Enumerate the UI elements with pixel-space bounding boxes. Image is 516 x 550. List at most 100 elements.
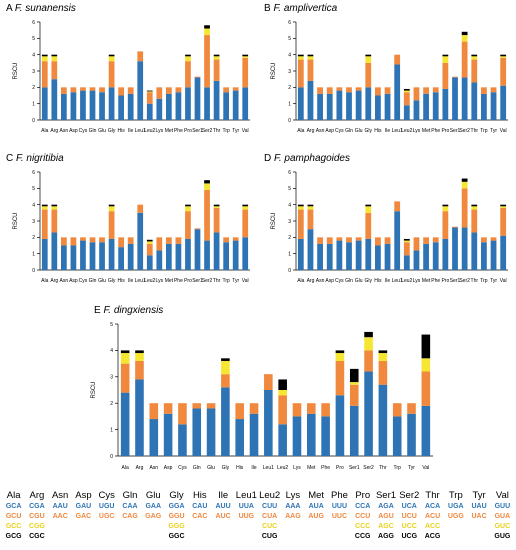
amino-acid-label: Cys (98, 490, 115, 501)
bar-segment (307, 204, 314, 207)
bar-segment (185, 238, 191, 270)
x-category-label: Asp (325, 278, 334, 284)
bar-segment (432, 87, 439, 93)
bar-segment (51, 61, 58, 80)
bar-segment (500, 54, 507, 57)
bar-segment (41, 204, 48, 207)
bar-segment (242, 56, 249, 58)
y-tick-label: 4 (110, 348, 113, 354)
x-category-label: Tyr (490, 128, 497, 134)
bar-segment (223, 92, 229, 120)
codon-column: Glu GAA GAG (142, 490, 165, 542)
codon-column: Val GUU GUA GUC GUG (491, 490, 514, 542)
bar-segment (89, 237, 96, 243)
bar-segment (232, 87, 239, 91)
y-tick-label: 5 (32, 36, 35, 42)
bar-segment (346, 242, 352, 270)
x-category-label: Pro (441, 278, 449, 284)
bar-segment (264, 374, 273, 390)
bar-segment (206, 408, 216, 456)
amino-acid-label: Asp (75, 490, 92, 501)
bar-segment (490, 92, 497, 120)
bar-segment (384, 87, 391, 94)
bar-segment (392, 416, 402, 456)
bar-segment (278, 379, 287, 390)
x-category-label: Ser2 (459, 128, 470, 134)
codon-label: UCU (401, 513, 417, 520)
x-category-label: Asn (149, 465, 158, 471)
codon-label (328, 532, 351, 542)
x-category-label: Leu2 (144, 278, 155, 284)
bar-segment (51, 79, 58, 120)
y-tick-label: 5 (288, 186, 291, 192)
x-category-label: Leu2 (401, 128, 412, 134)
x-category-label: Pro (184, 278, 192, 284)
bar-segment (242, 206, 249, 210)
x-category-label: Thr (213, 128, 221, 134)
y-tick-label: 1 (32, 101, 35, 107)
bar-segment (500, 57, 507, 86)
bar-segment (249, 403, 259, 414)
bar-segment (317, 243, 323, 270)
bar-segment (108, 54, 115, 57)
bar-segment (392, 403, 402, 417)
panel-d-chart: 0 1 2 3 4 5 6 RSCU Ala Arg Asn Asp Cys Gln Glu Gly His Il… (271, 170, 508, 284)
codon-legend-table: Ala GCA GCU GCC GCG Arg CGA CGU CGG CGC Asn AAU AAC A… (2, 490, 514, 548)
x-category-label: Trp (480, 128, 488, 134)
bar-segment (108, 204, 115, 207)
bar-segment (156, 250, 163, 270)
panel-a-label: A F. sunanensis (6, 3, 76, 14)
bar-segment (175, 87, 182, 93)
bar-segment (461, 77, 468, 120)
bar-segment (365, 204, 372, 207)
x-category-label: Gly (222, 465, 230, 471)
panel-c-chart: 0 1 2 3 4 5 6 RSCU Ala Arg Asn Asp Cys Gln Glu Gly His Il… (13, 170, 250, 284)
bar-segment (364, 331, 373, 338)
codon-label: GCG (5, 533, 22, 540)
bar-segment (166, 237, 172, 244)
bar-segment (471, 209, 478, 233)
bar-segment (41, 61, 48, 88)
codon-label: AAG (285, 513, 301, 520)
codon-column: Gly GGA GGU GGG GGC (165, 490, 188, 542)
y-tick-label: 0 (288, 268, 291, 274)
bar-segment (61, 245, 67, 270)
amino-acid-label: Ser2 (399, 490, 420, 501)
codon-label (95, 532, 118, 542)
bar-segment (335, 395, 345, 456)
x-category-label: Tyr (232, 278, 239, 284)
bar-segment (452, 76, 458, 78)
bar-segment (471, 204, 478, 207)
x-category-label: Asn (316, 278, 325, 284)
codon-label: GGA (168, 503, 185, 510)
x-category-label: Lys (156, 278, 164, 284)
x-category-label: Ala (41, 278, 48, 284)
bar-segment (321, 403, 330, 417)
amino-acid-label: Thr (425, 490, 440, 501)
bar-segment (349, 368, 359, 383)
x-category-label: Gln (193, 465, 201, 471)
x-category-label: Val (242, 128, 249, 134)
bar-segment (500, 207, 507, 236)
bar-segment (461, 35, 468, 42)
bar-segment (137, 204, 144, 213)
bar-segment (51, 56, 58, 62)
bar-segment (61, 237, 67, 246)
codon-column: Pro CCA CCU CCC CCG (351, 490, 374, 542)
bar-segment (355, 87, 362, 91)
bar-segment (61, 93, 67, 120)
bar-segment (278, 395, 287, 425)
x-category-label: His (118, 278, 126, 284)
bar-segment (127, 87, 134, 94)
x-category-label: Met (165, 128, 174, 134)
bar-segment (307, 413, 316, 456)
codon-label: AGC (378, 523, 394, 530)
bar-segment (99, 92, 105, 120)
bar-segment (355, 90, 362, 120)
y-tick-label: 2 (32, 235, 35, 241)
bar-segment (194, 228, 201, 230)
x-category-label: Val (500, 278, 507, 284)
bar-segment (41, 54, 48, 57)
codon-column: Trp UGA UGG (444, 490, 467, 542)
codon-label (235, 522, 258, 532)
